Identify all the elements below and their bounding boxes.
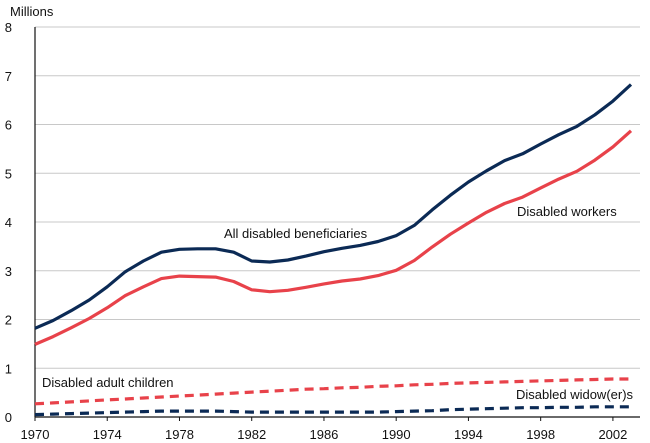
x-tick-label-1994: 1994 bbox=[454, 427, 483, 442]
y-tick-labels: 0 1 2 3 4 5 6 7 8 bbox=[5, 20, 12, 425]
x-tick-label-1998: 1998 bbox=[526, 427, 555, 442]
label-all-disabled-beneficiaries: All disabled beneficiaries bbox=[224, 226, 368, 241]
series-line-disabled-workers bbox=[34, 129, 633, 346]
y-tick-label-3: 3 bbox=[5, 264, 12, 279]
gridlines bbox=[35, 26, 640, 369]
label-disabled-adult-children: Disabled adult children bbox=[42, 375, 174, 390]
y-tick-label-4: 4 bbox=[5, 215, 12, 230]
x-tick-label-2002: 2002 bbox=[598, 427, 627, 442]
series-line-disabled-adult-children bbox=[34, 377, 631, 406]
y-tick-label-8: 8 bbox=[5, 20, 12, 35]
axes bbox=[34, 27, 640, 418]
y-tick-label-1: 1 bbox=[5, 361, 12, 376]
x-tick-label-1990: 1990 bbox=[382, 427, 411, 442]
series-line-all-disabled-beneficiaries bbox=[34, 83, 633, 330]
label-disabled-workers: Disabled workers bbox=[517, 204, 617, 219]
series-labels: All disabled beneficiaries Disabled work… bbox=[42, 204, 634, 402]
x-tick-label-1974: 1974 bbox=[93, 427, 122, 442]
series-line-disabled-widow-er-s bbox=[34, 405, 631, 417]
y-axis-unit-label: Millions bbox=[10, 4, 54, 19]
series-lines bbox=[34, 83, 633, 417]
y-tick-label-7: 7 bbox=[5, 69, 12, 84]
x-tick-label-1986: 1986 bbox=[309, 427, 338, 442]
y-tick-label-5: 5 bbox=[5, 166, 12, 181]
x-tick-label-1978: 1978 bbox=[165, 427, 194, 442]
x-tick-label-1982: 1982 bbox=[237, 427, 266, 442]
x-tick-label-1970: 1970 bbox=[21, 427, 50, 442]
x-tick-labels: 1970 1974 1978 1982 1986 1990 1994 1998 2002 bbox=[21, 417, 627, 442]
y-tick-label-2: 2 bbox=[5, 313, 12, 328]
y-tick-label-6: 6 bbox=[5, 118, 12, 133]
y-tick-label-0: 0 bbox=[5, 410, 12, 425]
label-disabled-widowers: Disabled widow(er)s bbox=[516, 387, 634, 402]
